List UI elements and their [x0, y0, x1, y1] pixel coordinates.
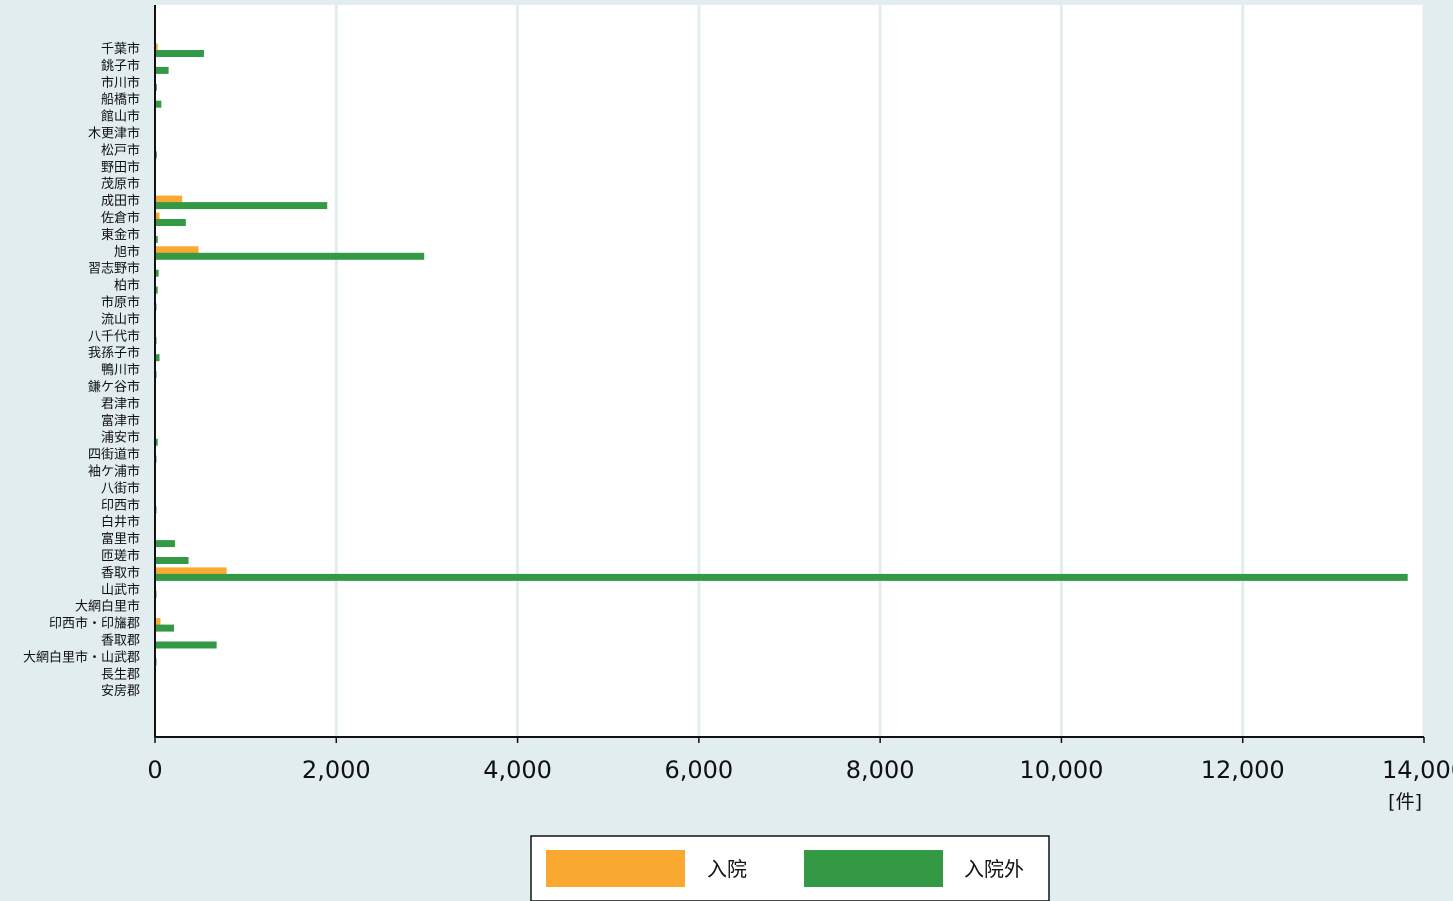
bar-inpatient [155, 212, 160, 220]
category-label: 木更津市 [88, 126, 140, 142]
bar-outpatient [155, 252, 425, 260]
legend-swatch-inpatient [546, 850, 685, 887]
category-label: 流山市 [101, 311, 140, 327]
bar-outpatient [155, 641, 217, 649]
bar-outpatient [155, 202, 328, 210]
category-label: 東金市 [101, 227, 140, 243]
category-label: 茂原市 [101, 176, 140, 192]
category-label: 印西市・印旛郡 [49, 616, 140, 632]
x-axis-ticks: 0 2,000 4,000 6,000 8,000 10,000 12,000 14,000 [147, 737, 1453, 784]
category-label: 船橋市 [101, 92, 140, 108]
bar-outpatient [155, 235, 158, 243]
x-tick-label: 2,000 [302, 756, 371, 784]
bar-inpatient [155, 43, 158, 51]
category-label: 佐倉市 [101, 210, 140, 226]
category-label: 浦安市 [101, 430, 140, 446]
category-label: 柏市 [114, 278, 140, 294]
gridlines [334, 5, 1426, 737]
category-label: 我孫子市 [88, 345, 140, 361]
bar-outpatient [155, 540, 175, 548]
category-label: 袖ケ浦市 [88, 464, 140, 480]
bar-inpatient [155, 567, 227, 575]
category-label: 香取郡 [101, 634, 140, 649]
bar-outpatient [155, 219, 186, 226]
category-label: 市原市 [101, 295, 140, 311]
category-label: 千葉市 [101, 41, 140, 57]
bar-outpatient [155, 286, 158, 294]
bar-outpatient [155, 100, 162, 108]
category-label: 匝瑳市 [101, 548, 140, 564]
category-label: 富津市 [101, 413, 140, 429]
category-label: 山武市 [101, 582, 140, 598]
x-tick-label: 8,000 [846, 756, 915, 784]
category-label: 銚子市 [101, 58, 140, 74]
category-label: 成田市 [101, 193, 140, 209]
bar-outpatient [155, 573, 1408, 581]
category-label: 長生郡 [101, 667, 140, 682]
bar-outpatient [155, 269, 159, 277]
bar-inpatient [155, 195, 183, 203]
category-label: 習志野市 [88, 261, 140, 277]
x-tick-label: 14,000 [1382, 756, 1453, 784]
category-label: 香取市 [101, 565, 140, 581]
x-tick-label: 0 [147, 756, 162, 784]
category-label: 安房郡 [101, 683, 140, 699]
category-label: 大網白里市・山武郡 [23, 649, 140, 665]
bar-outpatient [155, 438, 158, 446]
legend: 入院 入院外 [530, 835, 1050, 901]
legend-label-outpatient: 入院外 [964, 857, 1024, 881]
category-label: 松戸市 [101, 142, 140, 158]
bar-outpatient [155, 66, 169, 74]
category-label: 館山市 [101, 109, 140, 125]
x-tick-label: 4,000 [483, 756, 552, 784]
bar-inpatient [155, 246, 199, 254]
category-label: 旭市 [114, 244, 140, 260]
plot-area [155, 5, 1424, 737]
category-labels: 千葉市銚子市市川市船橋市館山市木更津市松戸市野田市茂原市成田市佐倉市東金市旭市習… [23, 41, 140, 699]
bar-outpatient [155, 50, 204, 57]
x-tick-label: 10,000 [1019, 756, 1103, 784]
category-label: 鎌ケ谷市 [88, 379, 140, 395]
category-label: 君津市 [101, 396, 140, 412]
category-label: 白井市 [101, 514, 140, 530]
legend-label-inpatient: 入院 [707, 857, 747, 881]
bar-inpatient [155, 618, 161, 626]
category-label: 富里市 [101, 531, 140, 547]
category-label: 八千代市 [88, 328, 140, 344]
category-label: 野田市 [101, 159, 140, 175]
category-label: 市川市 [101, 75, 140, 91]
x-axis-unit-label: [件] [1388, 791, 1422, 813]
category-label: 印西市 [101, 497, 140, 513]
x-tick-label: 6,000 [664, 756, 733, 784]
category-label: 鴨川市 [101, 362, 140, 378]
bar-outpatient [155, 624, 175, 632]
legend-swatch-outpatient [804, 850, 943, 887]
bar-outpatient [155, 557, 189, 564]
x-tick-label: 12,000 [1201, 756, 1285, 784]
category-label: 八街市 [101, 480, 140, 496]
legend-box [530, 835, 1050, 901]
category-label: 四街道市 [88, 447, 140, 463]
category-label: 大網白里市 [75, 599, 140, 615]
bar-outpatient [155, 354, 160, 362]
